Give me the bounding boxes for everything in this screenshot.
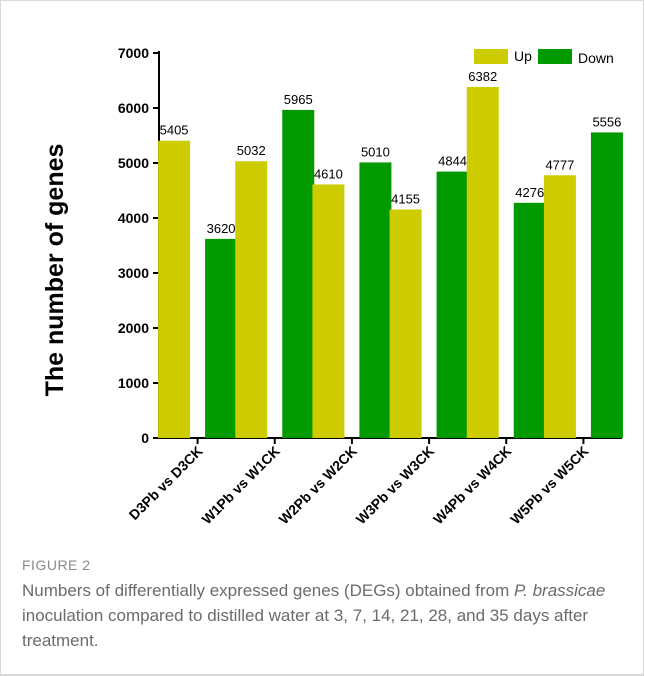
data-label: 4276 xyxy=(515,185,544,200)
data-label: 4777 xyxy=(545,157,574,172)
data-label: 5556 xyxy=(592,114,621,129)
bar-up xyxy=(389,209,422,438)
bar-up xyxy=(235,161,268,439)
bar-up xyxy=(158,140,191,438)
frame-border-right xyxy=(643,0,644,675)
data-label: 6382 xyxy=(468,69,497,84)
data-label: 4610 xyxy=(314,166,343,181)
bar-chart: 0 1000 2000 3000 4000 5000 6000 7000 5405 3620 D3P… xyxy=(41,45,623,527)
data-label: 4155 xyxy=(391,191,420,206)
x-tick-label: W3Pb vs W3CK xyxy=(353,443,437,527)
y-tick-label: 5000 xyxy=(118,155,149,171)
figure-caption: Numbers of differentially expressed gene… xyxy=(22,578,622,653)
y-axis-label: The number of genes xyxy=(41,144,69,397)
y-tick-label: 7000 xyxy=(118,45,149,61)
bar-down xyxy=(359,162,392,438)
y-tick-label: 3000 xyxy=(118,265,149,281)
plot-area: 0 1000 2000 3000 4000 5000 6000 7000 5405 3620 D3P… xyxy=(118,45,623,527)
data-label: 5965 xyxy=(284,92,313,107)
bar-down xyxy=(513,202,546,438)
y-tick-label: 6000 xyxy=(118,100,149,116)
x-tick-label: W4Pb vs W4CK xyxy=(430,443,514,527)
bar-down xyxy=(205,238,238,438)
legend-label-down: Down xyxy=(578,50,614,66)
bar-up xyxy=(543,175,576,438)
data-label: 3620 xyxy=(207,221,236,236)
y-tick-label: 1000 xyxy=(118,375,149,391)
bar-up xyxy=(312,184,345,438)
data-label: 5405 xyxy=(160,123,189,138)
data-label: 4844 xyxy=(438,154,467,169)
caption-species: P. brassicae xyxy=(513,581,606,600)
legend-swatch-down xyxy=(538,49,572,64)
figure-label: FIGURE 2 xyxy=(22,557,91,573)
bar-down xyxy=(590,132,623,439)
y-tick-label: 0 xyxy=(141,430,149,446)
y-tick-label: 4000 xyxy=(118,210,149,226)
x-tick-label: D3Pb vs D3CK xyxy=(126,443,206,523)
data-label: 5010 xyxy=(361,144,390,159)
x-tick-label: W1Pb vs W1CK xyxy=(198,443,282,527)
legend-label-up: Up xyxy=(514,48,532,64)
x-tick-label: W2Pb vs W2CK xyxy=(276,443,360,527)
bar-down xyxy=(436,171,469,438)
y-tick-label: 2000 xyxy=(118,320,149,336)
data-label: 5032 xyxy=(237,143,266,158)
bar-down xyxy=(282,109,315,439)
bar-up xyxy=(466,86,499,439)
caption-text-start: Numbers of differentially expressed gene… xyxy=(22,581,514,600)
x-tick-label: W5Pb vs W5CK xyxy=(507,443,591,527)
caption-text-end: inoculation compared to distilled water … xyxy=(22,606,589,650)
legend-swatch-up xyxy=(474,49,508,64)
